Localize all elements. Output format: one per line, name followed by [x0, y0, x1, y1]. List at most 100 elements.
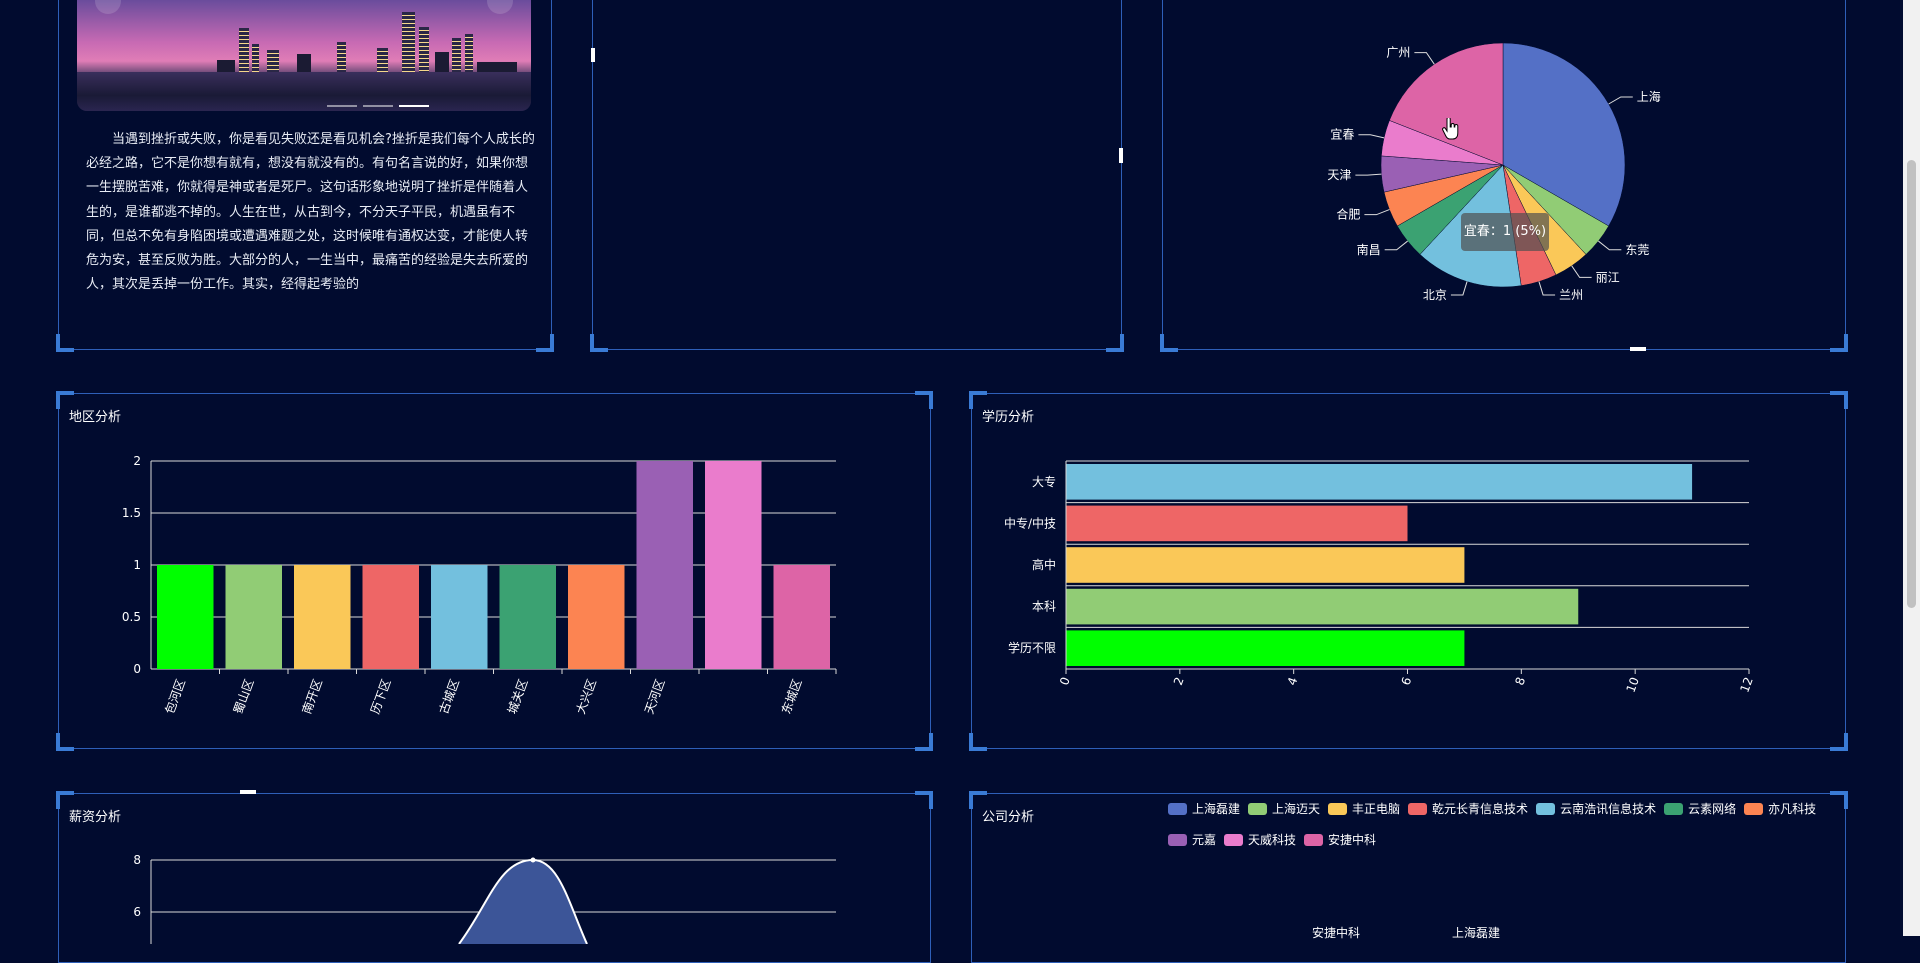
salary-area [459, 860, 587, 944]
carousel-dot[interactable] [327, 104, 357, 107]
bar [1066, 547, 1465, 583]
legend-item[interactable]: 天威科技 [1224, 831, 1296, 848]
legend-swatch [1168, 803, 1187, 815]
corner-decoration [969, 733, 987, 751]
corner-decoration [969, 391, 987, 409]
x-tick-label: 东城区 [779, 677, 804, 716]
bar [431, 565, 488, 669]
legend-item[interactable]: 亦凡科技 [1744, 800, 1816, 817]
resize-handle[interactable] [1119, 148, 1123, 163]
corner-decoration [915, 791, 933, 809]
article-text: 当遇到挫折或失败，你是看见失败还是看见机会?挫折是我们每个人成长的必经之路，它不… [86, 132, 535, 293]
region-bar-chart[interactable]: 0 0.5 1 1.5 2 包河区 蜀山区 南开区 历下区 古城区 城关区 大兴区 天河区 东城区 [59, 394, 930, 748]
article-panel [56, 0, 554, 352]
legend-item[interactable]: 云素网络 [1664, 800, 1736, 817]
x-tick-label: 历下区 [368, 677, 393, 716]
company-legend[interactable]: 上海磊建 上海迈天 丰正电脑 乾元长青信息技术 云南浩讯信息技术 云素网络 亦凡科技元嘉 天威… [1168, 800, 1848, 862]
city-skyline-image [402, 12, 415, 72]
legend-item[interactable]: 元嘉 [1168, 831, 1216, 848]
image-carousel[interactable] [77, 0, 531, 111]
legend-item[interactable]: 上海磊建 [1168, 800, 1240, 817]
legend-label: 安捷中科 [1328, 833, 1377, 847]
corner-decoration [56, 733, 74, 751]
legend-item[interactable]: 乾元长青信息技术 [1408, 800, 1528, 817]
legend-label: 丰正电脑 [1352, 802, 1401, 816]
legend-item[interactable]: 安捷中科 [1304, 831, 1376, 848]
x-tick-label: 0 [1057, 675, 1073, 687]
legend-label: 元嘉 [1192, 833, 1217, 847]
page-scrollbar[interactable] [1903, 0, 1920, 936]
bar [705, 461, 762, 669]
y-tick-label: 1 [133, 558, 141, 572]
pie-slice [1502, 42, 1626, 227]
y-tick-label: 大专 [1032, 474, 1056, 489]
city-skyline-image [217, 60, 235, 72]
pie-label: 东莞 [1625, 243, 1649, 257]
resize-handle[interactable] [1630, 347, 1646, 351]
corner-decoration [969, 791, 987, 809]
corner-decoration [915, 733, 933, 751]
corner-decoration [1106, 334, 1124, 352]
water-reflection [77, 72, 531, 111]
bar [225, 565, 282, 669]
y-tick-label: 中专/中技 [1004, 515, 1056, 530]
pie-label-line [1414, 52, 1435, 65]
scrollbar-thumb[interactable] [1907, 160, 1916, 608]
bar [362, 565, 419, 669]
resize-handle[interactable] [240, 790, 256, 794]
legend-item[interactable]: 上海迈天 [1248, 800, 1320, 817]
bar [1066, 464, 1693, 500]
x-tick-label: 8 [1512, 675, 1528, 687]
salary-peak-point [530, 857, 536, 863]
legend-label: 天威科技 [1248, 833, 1297, 847]
pie-label-line [1538, 281, 1556, 296]
pie-label-line [1450, 281, 1468, 296]
legend-label: 上海迈天 [1272, 802, 1321, 816]
bar [294, 565, 351, 669]
pie-label-line [1598, 240, 1622, 251]
panel-title: 学历分析 [982, 410, 1035, 425]
panel-title: 薪资分析 [69, 810, 122, 825]
legend-swatch [1168, 834, 1187, 846]
x-tick-label: 古城区 [436, 677, 462, 716]
bar [636, 461, 693, 669]
pie-label: 兰州 [1559, 288, 1583, 302]
x-tick-label: 蜀山区 [231, 677, 256, 716]
y-tick-label: 高中 [1032, 557, 1056, 572]
y-tick-label: 2 [133, 454, 141, 468]
pie-label: 南昌 [1357, 242, 1381, 257]
pie-label-line [1364, 209, 1390, 216]
carousel-dot-active[interactable] [399, 104, 429, 107]
x-tick-label: 大兴区 [574, 677, 599, 716]
y-tick-label: 学历不限 [1008, 640, 1056, 655]
corner-decoration [1830, 334, 1848, 352]
company-pie-label: 上海磊建 [1452, 926, 1501, 940]
carousel-dot[interactable] [363, 104, 393, 107]
city-skyline-image [297, 54, 311, 72]
legend-item[interactable]: 丰正电脑 [1328, 800, 1400, 817]
legend-label: 乾元长青信息技术 [1432, 802, 1529, 816]
y-tick-label: 0.5 [122, 610, 141, 624]
salary-area-chart[interactable]: 86 [59, 794, 930, 944]
x-tick-label: 12 [1737, 675, 1755, 694]
carousel-indicators[interactable] [327, 95, 435, 111]
carousel-prev-button[interactable] [95, 0, 121, 14]
legend-item[interactable]: 云南浩讯信息技术 [1536, 800, 1656, 817]
y-tick-label: 6 [133, 905, 141, 919]
bar [568, 565, 625, 669]
x-tick-label: 2 [1171, 675, 1187, 687]
pie-label: 丽江 [1596, 270, 1620, 284]
bar [157, 565, 214, 669]
pie-label: 天津 [1327, 168, 1351, 182]
bar [773, 565, 830, 669]
pie-tooltip: 宜春：1 (5%) [1461, 213, 1549, 251]
hand-cursor-icon [1442, 118, 1459, 140]
x-tick-label: 4 [1285, 675, 1301, 687]
resize-handle[interactable] [591, 48, 595, 62]
carousel-next-button[interactable] [487, 0, 513, 14]
legend-label: 亦凡科技 [1768, 802, 1817, 816]
city-skyline-image [477, 62, 517, 72]
